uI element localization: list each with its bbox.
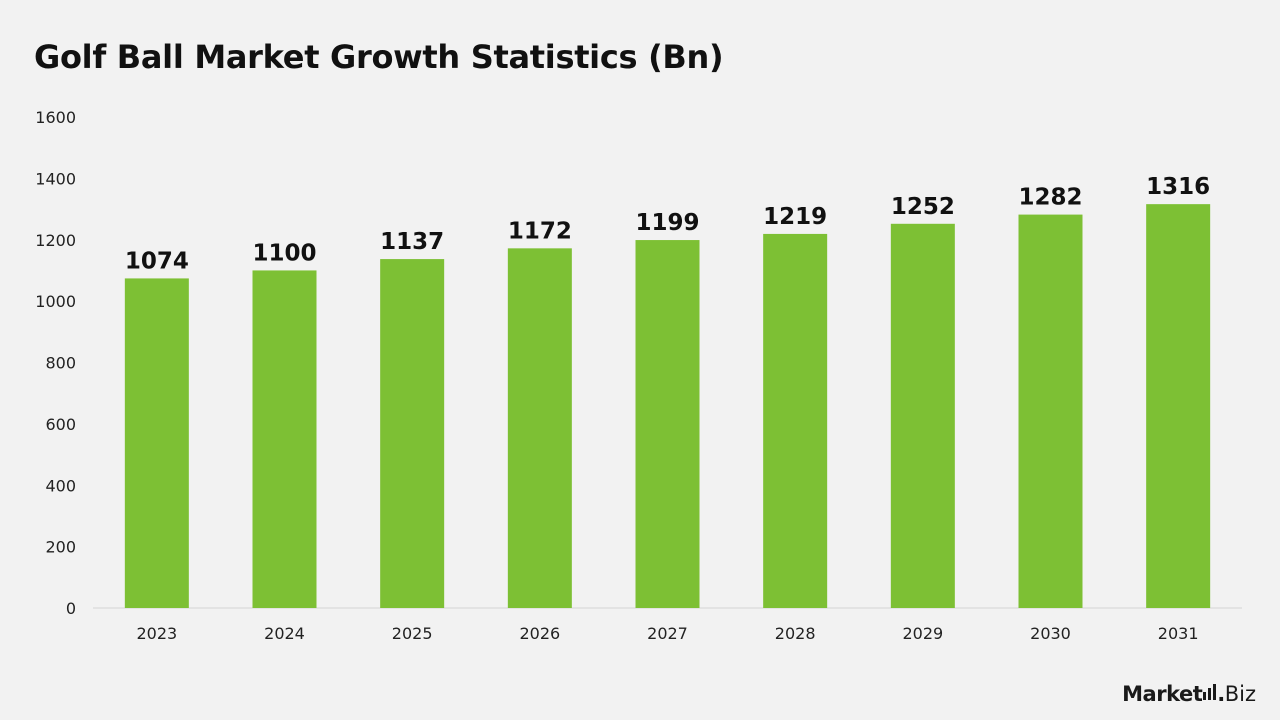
data-label: 1252 (891, 194, 955, 220)
bar (635, 240, 700, 608)
x-tick-label: 2024 (264, 624, 305, 643)
x-tick-label: 2023 (136, 624, 177, 643)
y-tick-label: 200 (45, 538, 76, 557)
y-tick-label: 800 (45, 354, 76, 373)
x-tick-label: 2031 (1158, 624, 1199, 643)
data-label: 1137 (380, 229, 444, 255)
data-label: 1282 (1018, 185, 1082, 211)
y-axis-ticks: 0 200 400 600 800 1000 1200 1400 1600 (35, 108, 76, 618)
x-tick-label: 2027 (647, 624, 688, 643)
bar (507, 248, 572, 608)
bar (1018, 214, 1083, 608)
data-label: 1199 (635, 210, 699, 236)
logo-bars-icon (1203, 684, 1217, 700)
y-tick-label: 600 (45, 415, 76, 434)
logo-suffix-text: Biz (1224, 682, 1256, 706)
x-axis-ticks: 2023 2024 2025 2026 2027 2028 2029 2030 2031 (136, 624, 1198, 643)
bar (890, 223, 955, 609)
x-tick-label: 2029 (902, 624, 943, 643)
bar (124, 278, 189, 608)
y-tick-label: 400 (45, 476, 76, 495)
data-label: 1100 (252, 240, 316, 266)
y-tick-label: 1200 (35, 231, 76, 250)
bars-group (124, 204, 1211, 609)
logo-main-text: Market (1122, 682, 1203, 706)
x-tick-label: 2026 (519, 624, 560, 643)
x-tick-label: 2025 (392, 624, 433, 643)
y-tick-label: 1400 (35, 169, 76, 188)
x-tick-label: 2028 (775, 624, 816, 643)
data-label: 1172 (508, 218, 572, 244)
marketbiz-logo: Market . Biz (1122, 682, 1256, 706)
y-tick-label: 1000 (35, 292, 76, 311)
x-tick-label: 2030 (1030, 624, 1071, 643)
data-label: 1219 (763, 204, 827, 230)
data-label: 1316 (1146, 174, 1210, 200)
bar (380, 259, 445, 608)
bar (1146, 204, 1211, 608)
chart-title: Golf Ball Market Growth Statistics (Bn) (34, 38, 724, 76)
y-tick-label: 0 (66, 599, 76, 618)
logo-dot: . (1217, 682, 1225, 706)
y-tick-label: 1600 (35, 108, 76, 127)
data-label: 1074 (125, 248, 189, 274)
data-labels-group: 1074 1100 1137 1172 1199 1219 1252 1282 1316 (125, 174, 1210, 274)
bar (763, 233, 828, 608)
bar (252, 270, 317, 608)
